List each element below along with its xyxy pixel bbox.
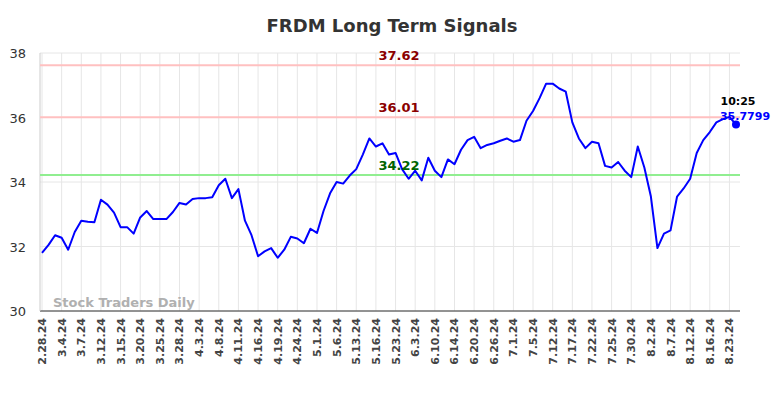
level-line: [40, 64, 740, 66]
y-tick-label: 30: [9, 304, 26, 319]
x-grid-line: [709, 53, 710, 311]
x-tick-label: 4.11.24: [232, 318, 245, 365]
y-grid-line: [40, 182, 740, 183]
x-grid-line: [690, 53, 691, 311]
x-tick-label: 6.26.24: [488, 318, 501, 365]
title: FRDM Long Term Signals: [267, 15, 518, 36]
x-grid-line: [81, 53, 82, 311]
x-tick-label: 3.12.24: [95, 318, 108, 365]
x-tick-label: 3.20.24: [134, 318, 147, 365]
x-grid-line: [277, 53, 278, 311]
y-tick-label: 32: [9, 240, 26, 255]
x-tick-label: 7.5.24: [527, 318, 540, 357]
x-axis: [40, 311, 740, 312]
x-tick-label: 4.3.24: [193, 318, 206, 357]
x-grid-line: [100, 53, 101, 311]
price-line: [42, 84, 736, 258]
x-grid-line: [238, 53, 239, 311]
x-tick-label: 6.14.24: [448, 318, 461, 365]
x-grid-line: [356, 53, 357, 311]
y-grid-line: [40, 117, 740, 118]
y-tick-label: 38: [9, 46, 26, 61]
x-grid-line: [42, 53, 43, 311]
x-grid-line: [729, 53, 730, 311]
x-grid-line: [159, 53, 160, 311]
y-grid-line: [40, 246, 740, 247]
x-grid-line: [572, 53, 573, 311]
x-grid-line: [670, 53, 671, 311]
x-tick-label: 7.22.24: [586, 318, 599, 365]
x-tick-label: 7.17.24: [566, 318, 579, 365]
x-tick-label: 5.1.24: [311, 318, 324, 357]
x-tick-label: 8.12.24: [684, 318, 697, 365]
x-grid-line: [552, 53, 553, 311]
x-tick-label: 3.28.24: [173, 318, 186, 365]
x-grid-line: [316, 53, 317, 311]
level-label: 36.01: [378, 100, 419, 115]
x-tick-label: 3.15.24: [115, 318, 128, 365]
x-tick-label: 3.7.24: [75, 318, 88, 357]
x-tick-label: 2.28.24: [36, 318, 49, 365]
x-grid-line: [140, 53, 141, 311]
x-grid-line: [454, 53, 455, 311]
y-tick-label: 36: [9, 111, 26, 126]
watermark: Stock Traders Daily: [53, 295, 195, 310]
chart: FRDM Long Term Signals 30 32 34 36 38 2.28.24 3…: [0, 0, 784, 398]
x-grid-line: [474, 53, 475, 311]
x-grid-line: [631, 53, 632, 311]
x-grid-line: [395, 53, 396, 311]
x-grid-line: [434, 53, 435, 311]
x-tick-label: 8.16.24: [704, 318, 717, 365]
x-grid-line: [591, 53, 592, 311]
grid: [40, 53, 740, 311]
x-tick-label: 4.16.24: [252, 318, 265, 365]
x-tick-label: 7.30.24: [625, 318, 638, 365]
x-grid-line: [611, 53, 612, 311]
x-tick-label: 4.24.24: [291, 318, 304, 365]
y-grid-line: [40, 311, 740, 312]
last-value: 35.7799: [720, 110, 770, 123]
x-tick-label: 8.2.24: [645, 318, 658, 357]
x-tick-label: 3.25.24: [154, 318, 167, 365]
x-tick-label: 6.20.24: [468, 318, 481, 365]
x-grid-line: [258, 53, 259, 311]
x-grid-line: [493, 53, 494, 311]
x-grid-line: [179, 53, 180, 311]
x-tick-label: 7.1.24: [507, 318, 520, 357]
x-tick-label: 6.3.24: [409, 318, 422, 357]
x-tick-label: 7.25.24: [606, 318, 619, 365]
plot-area: [40, 65, 740, 258]
level-line: [40, 174, 740, 176]
x-tick-label: 3.4.24: [56, 318, 69, 357]
x-grid-line: [513, 53, 514, 311]
y-tick-label: 34: [9, 175, 26, 190]
x-grid-line: [297, 53, 298, 311]
x-tick-label: 4.8.24: [213, 318, 226, 357]
x-tick-label: 5.13.24: [350, 318, 363, 365]
level-label: 37.62: [378, 48, 419, 63]
level-line: [40, 116, 740, 118]
x-tick-label: 5.16.24: [370, 318, 383, 365]
x-tick-label: 7.12.24: [547, 318, 560, 365]
x-grid-line: [199, 53, 200, 311]
x-grid-line: [61, 53, 62, 311]
x-tick-label: 6.10.24: [429, 318, 442, 365]
x-tick-label: 8.23.24: [723, 318, 736, 365]
x-grid-line: [375, 53, 376, 311]
x-tick-label: 8.7.24: [665, 318, 678, 357]
x-grid-line: [120, 53, 121, 311]
x-tick-label: 5.6.24: [331, 318, 344, 357]
last-time: 10:25: [720, 95, 755, 108]
x-grid-line: [415, 53, 416, 311]
x-tick-label: 5.23.24: [390, 318, 403, 365]
level-label: 34.22: [378, 158, 419, 173]
y-axis: [40, 53, 41, 311]
x-grid-line: [533, 53, 534, 311]
x-tick-label: 4.19.24: [272, 318, 285, 365]
x-grid-line: [218, 53, 219, 311]
x-grid-line: [650, 53, 651, 311]
